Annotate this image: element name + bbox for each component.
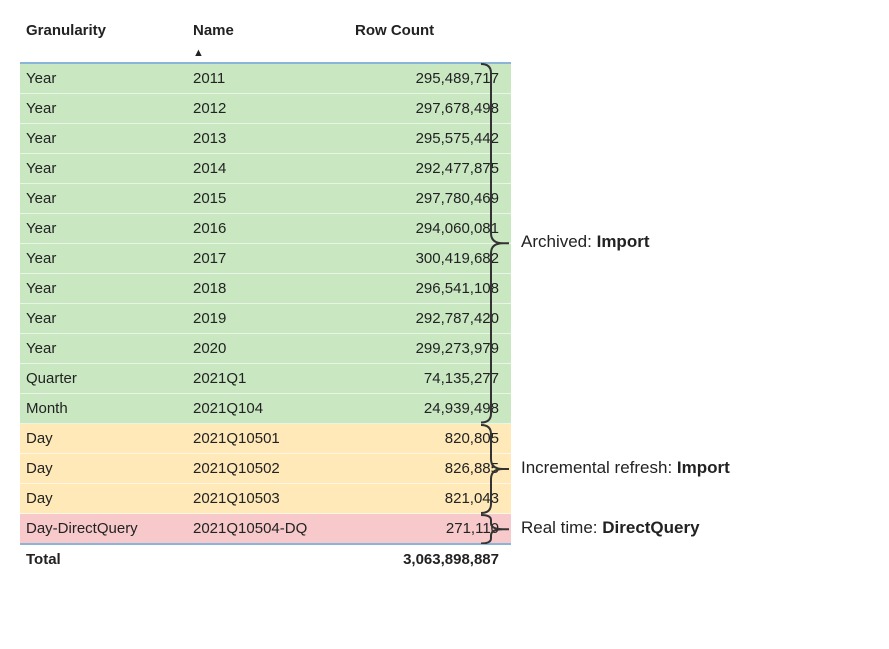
total-spacer xyxy=(187,544,349,574)
header-name-text: Name xyxy=(193,22,234,39)
table-row[interactable]: Day-DirectQuery2021Q10504-DQ271,110 xyxy=(20,514,511,545)
table-row[interactable]: Quarter2021Q174,135,277 xyxy=(20,364,511,394)
cell-name: 2020 xyxy=(187,334,349,364)
table-row[interactable]: Year2016294,060,081 xyxy=(20,214,511,244)
cell-granularity: Year xyxy=(20,124,187,154)
cell-name: 2015 xyxy=(187,184,349,214)
total-row: Total3,063,898,887 xyxy=(20,544,511,574)
annotation-label: Incremental refresh: Import xyxy=(521,458,730,478)
cell-name: 2012 xyxy=(187,94,349,124)
cell-granularity: Year xyxy=(20,184,187,214)
annotation-label: Archived: Import xyxy=(521,232,649,252)
table-row[interactable]: Year2017300,419,682 xyxy=(20,244,511,274)
cell-name: 2014 xyxy=(187,154,349,184)
cell-name: 2019 xyxy=(187,304,349,334)
cell-granularity: Day xyxy=(20,424,187,454)
table-row[interactable]: Year2011295,489,717 xyxy=(20,63,511,94)
cell-name: 2021Q10501 xyxy=(187,424,349,454)
partition-table-wrap: Granularity Name ▲ Row Count Year2011295… xyxy=(20,20,475,574)
header-row: Granularity Name ▲ Row Count xyxy=(20,20,511,63)
annotation-label: Real time: DirectQuery xyxy=(521,518,700,538)
cell-granularity: Year xyxy=(20,274,187,304)
cell-name: 2021Q1 xyxy=(187,364,349,394)
annotation-label-prefix: Incremental refresh: xyxy=(521,458,677,477)
annotation-brace xyxy=(479,424,509,514)
table-row[interactable]: Year2019292,787,420 xyxy=(20,304,511,334)
cell-name: 2016 xyxy=(187,214,349,244)
annotation-label-prefix: Real time: xyxy=(521,518,602,537)
cell-name: 2011 xyxy=(187,63,349,94)
table-body: Year2011295,489,717Year2012297,678,498Ye… xyxy=(20,63,511,574)
table-row[interactable]: Year2012297,678,498 xyxy=(20,94,511,124)
cell-name: 2021Q10502 xyxy=(187,454,349,484)
header-granularity[interactable]: Granularity xyxy=(20,20,187,63)
cell-name: 2021Q10503 xyxy=(187,484,349,514)
cell-granularity: Year xyxy=(20,304,187,334)
table-row[interactable]: Month2021Q10424,939,498 xyxy=(20,394,511,424)
cell-granularity: Month xyxy=(20,394,187,424)
table-row[interactable]: Year2015297,780,469 xyxy=(20,184,511,214)
cell-granularity: Year xyxy=(20,244,187,274)
cell-granularity: Year xyxy=(20,334,187,364)
cell-name: 2021Q10504-DQ xyxy=(187,514,349,545)
cell-granularity: Year xyxy=(20,154,187,184)
cell-name: 2018 xyxy=(187,274,349,304)
cell-granularity: Day xyxy=(20,454,187,484)
cell-name: 2013 xyxy=(187,124,349,154)
sort-asc-icon: ▲ xyxy=(193,47,204,59)
annotation-label-prefix: Archived: xyxy=(521,232,597,251)
annotation-label-bold: Import xyxy=(597,232,650,251)
table-row[interactable]: Year2018296,541,108 xyxy=(20,274,511,304)
annotation-label-bold: DirectQuery xyxy=(602,518,699,537)
annotations-panel: Archived: ImportIncremental refresh: Imp… xyxy=(475,20,869,574)
cell-name: 2021Q104 xyxy=(187,394,349,424)
annotation-brace xyxy=(479,63,509,424)
table-row[interactable]: Day2021Q10503821,043 xyxy=(20,484,511,514)
table-row[interactable]: Year2014292,477,875 xyxy=(20,154,511,184)
table-row[interactable]: Day2021Q10502826,885 xyxy=(20,454,511,484)
cell-granularity: Day-DirectQuery xyxy=(20,514,187,545)
annotation-brace xyxy=(479,514,509,545)
partition-table: Granularity Name ▲ Row Count Year2011295… xyxy=(20,20,511,574)
annotation-label-bold: Import xyxy=(677,458,730,477)
header-name[interactable]: Name ▲ xyxy=(187,20,349,63)
cell-granularity: Year xyxy=(20,214,187,244)
cell-name: 2017 xyxy=(187,244,349,274)
table-row[interactable]: Year2013295,575,442 xyxy=(20,124,511,154)
cell-granularity: Day xyxy=(20,484,187,514)
table-row[interactable]: Year2020299,273,979 xyxy=(20,334,511,364)
cell-granularity: Quarter xyxy=(20,364,187,394)
total-label: Total xyxy=(20,544,187,574)
cell-granularity: Year xyxy=(20,94,187,124)
table-row[interactable]: Day2021Q10501820,805 xyxy=(20,424,511,454)
cell-granularity: Year xyxy=(20,63,187,94)
